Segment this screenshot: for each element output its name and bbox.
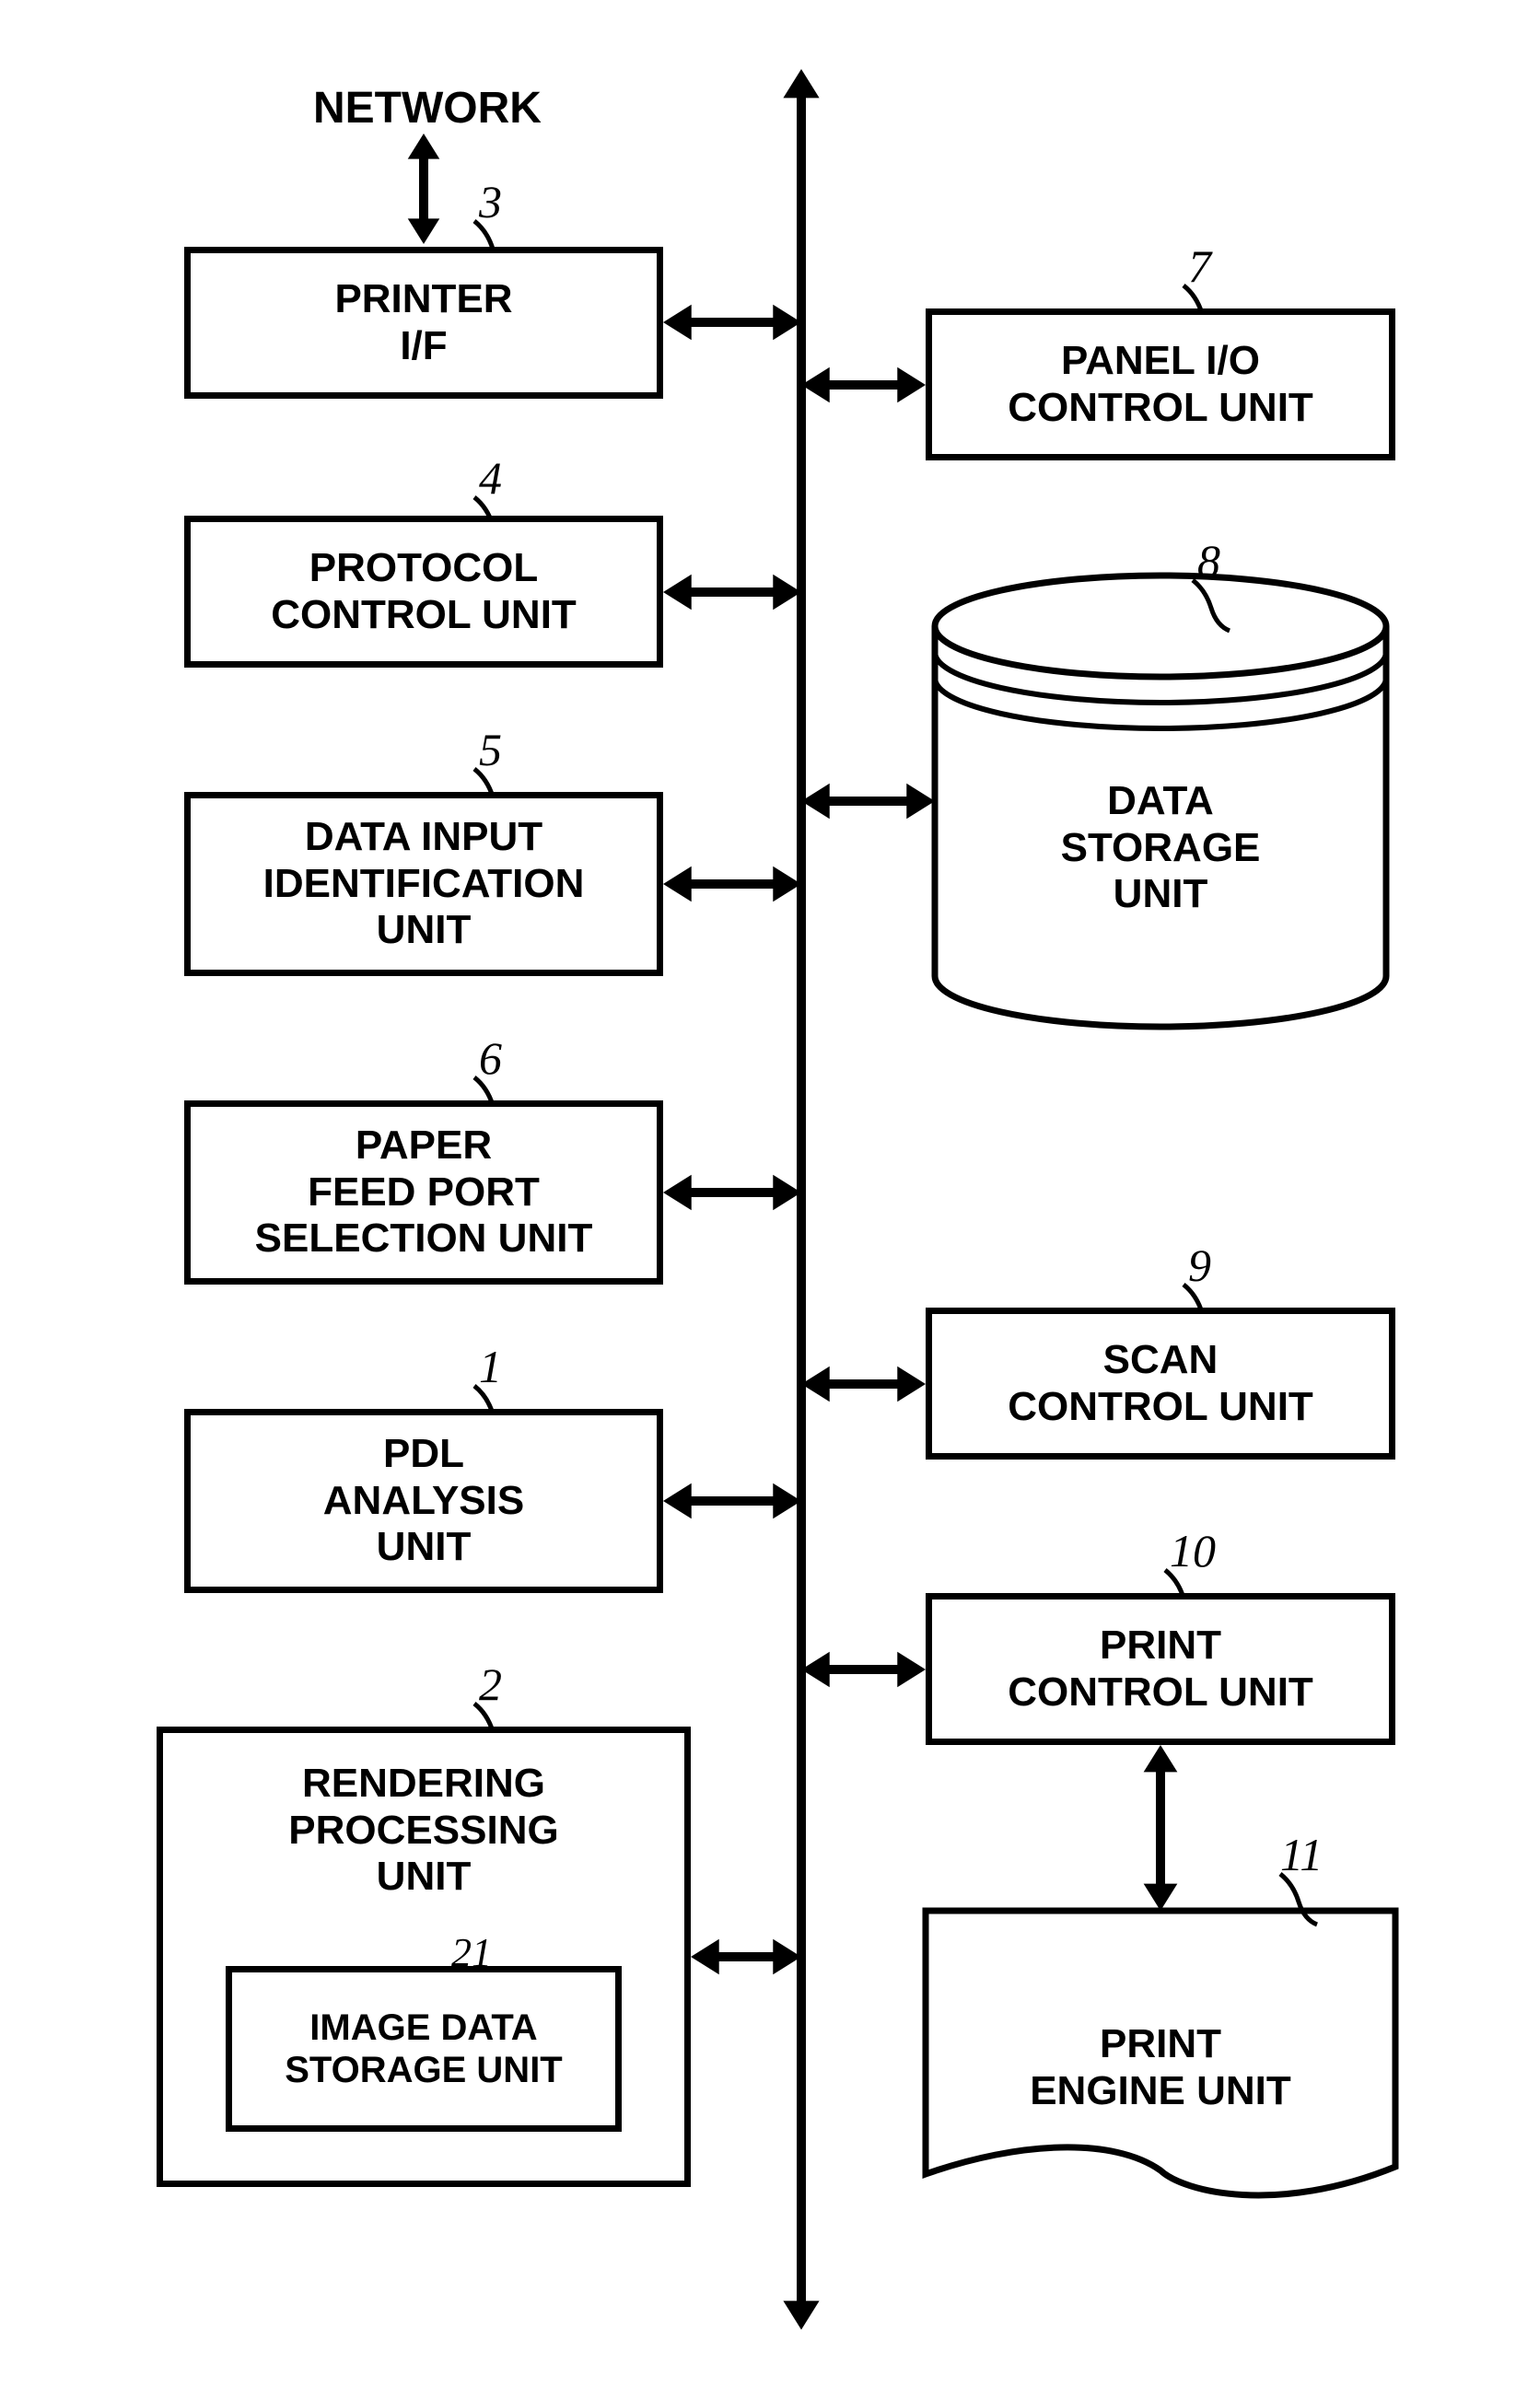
pdl-ref: 1 (479, 1340, 502, 1393)
protocol-box: PROTOCOLCONTROL UNIT (184, 516, 663, 668)
printer-if-ref: 3 (479, 175, 502, 228)
network-label: NETWORK (313, 83, 542, 134)
print-engine-label: PRINTENGINE UNIT (1013, 2021, 1308, 2114)
data-input-box: DATA INPUTIDENTIFICATIONUNIT (184, 792, 663, 976)
pdl-box: PDLANALYSISUNIT (184, 1409, 663, 1593)
data-input-ref: 5 (479, 723, 502, 776)
data-storage-label: DATASTORAGEUNIT (1032, 778, 1289, 918)
paper-feed-box: PAPERFEED PORTSELECTION UNIT (184, 1100, 663, 1285)
protocol-ref: 4 (479, 451, 502, 505)
paper-feed-ref: 6 (479, 1031, 502, 1085)
print-ctrl-ref: 10 (1170, 1524, 1216, 1577)
data-storage-ref: 8 (1197, 534, 1220, 587)
image-data-storage-box: IMAGE DATASTORAGE UNIT (226, 1966, 622, 2132)
diagram-canvas: NETWORK PRINTERI/F 3 PROTOCOLCONTROL UNIT 4 D… (0, 0, 1516, 2408)
image-data-storage-ref: 21 (451, 1929, 492, 1976)
panel-io-box: PANEL I/OCONTROL UNIT (926, 308, 1395, 460)
scan-ref: 9 (1188, 1239, 1211, 1292)
scan-box: SCANCONTROL UNIT (926, 1308, 1395, 1460)
print-ctrl-box: PRINTCONTROL UNIT (926, 1593, 1395, 1745)
panel-io-ref: 7 (1188, 239, 1211, 293)
print-engine-ref: 11 (1280, 1828, 1323, 1881)
rendering-ref: 2 (479, 1658, 502, 1711)
printer-if-box: PRINTERI/F (184, 247, 663, 399)
